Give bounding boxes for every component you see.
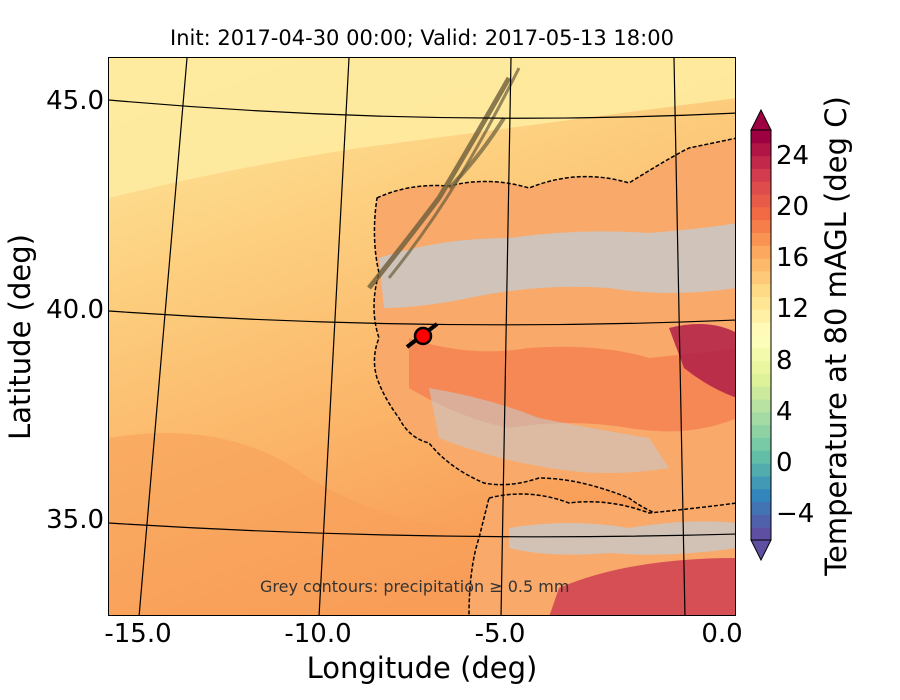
colorbar-segment bbox=[751, 309, 771, 323]
colorbar-segment bbox=[751, 437, 771, 451]
x-tick-label: 0.0 bbox=[701, 619, 743, 649]
x-tick-label: -5.0 bbox=[474, 619, 526, 649]
temperature-map bbox=[108, 57, 736, 616]
colorbar-segment bbox=[751, 322, 771, 336]
hot-spot-east bbox=[669, 324, 735, 398]
colorbar-tick-label: 20 bbox=[776, 191, 810, 222]
colorbar-segment bbox=[751, 130, 771, 144]
x-tick-label: -10.0 bbox=[284, 619, 352, 649]
colorbar bbox=[750, 108, 772, 562]
colorbar-segment bbox=[751, 258, 771, 272]
colorbar-extend-min bbox=[750, 539, 772, 562]
colorbar-label: Temperature at 80 mAGL (deg C) bbox=[819, 96, 853, 576]
precipitation-region-africa bbox=[509, 521, 735, 555]
colorbar-segment bbox=[751, 194, 771, 208]
hot-region-africa bbox=[549, 558, 735, 615]
colorbar-segment bbox=[751, 335, 771, 349]
cool-sea-region bbox=[109, 58, 735, 198]
colorbar-tick-label: −4 bbox=[776, 499, 815, 530]
colorbar-tick-label: 16 bbox=[776, 243, 810, 274]
colorbar-extend-max bbox=[750, 108, 772, 131]
colorbar-segment bbox=[751, 296, 771, 310]
y-tick-label: 40.0 bbox=[46, 295, 104, 325]
map-title: Init: 2017-04-30 00:00; Valid: 2017-05-1… bbox=[170, 26, 674, 50]
streak-3 bbox=[447, 116, 506, 190]
colorbar-segment bbox=[751, 475, 771, 490]
y-tick-label: 45.0 bbox=[46, 86, 104, 116]
colorbar-segment bbox=[751, 373, 771, 387]
colorbar-segment bbox=[751, 488, 771, 503]
streak-1 bbox=[367, 76, 512, 290]
colorbar-segment bbox=[751, 399, 771, 413]
colorbar-segment bbox=[751, 181, 771, 195]
graticule bbox=[109, 58, 735, 615]
map-canvas bbox=[109, 58, 735, 615]
colorbar-frame bbox=[750, 129, 772, 541]
colorbar-segment bbox=[751, 411, 771, 426]
precipitation-region bbox=[379, 223, 735, 308]
colorbar-segment bbox=[751, 360, 771, 374]
colorbar-tick-label: 24 bbox=[776, 140, 810, 171]
colorbar-tick-label: 0 bbox=[776, 448, 793, 479]
colorbar-segment bbox=[751, 514, 771, 528]
x-tick-label: -15.0 bbox=[104, 619, 172, 649]
y-tick-label: 35.0 bbox=[46, 505, 104, 535]
colorbar-tick-label: 8 bbox=[776, 345, 793, 376]
colorbar-segment bbox=[751, 386, 771, 400]
colorbar-tick-label: 12 bbox=[776, 294, 810, 325]
colorbar-segment bbox=[751, 219, 771, 233]
colorbar-segment bbox=[751, 283, 771, 298]
precipitation-region-south bbox=[429, 388, 669, 473]
site-marker bbox=[413, 326, 433, 346]
y-axis-label: Latitude (deg) bbox=[3, 234, 37, 440]
colorbar-segment bbox=[751, 424, 771, 438]
precipitation-note: Grey contours: precipitation ≥ 0.5 mm bbox=[260, 577, 570, 596]
colorbar-segment bbox=[751, 347, 771, 362]
colorbar-segment bbox=[751, 270, 771, 285]
colorbar-segment bbox=[751, 527, 771, 541]
colorbar-segment bbox=[751, 501, 771, 515]
colorbar-segment bbox=[751, 450, 771, 464]
colorbar-segment bbox=[751, 232, 771, 246]
colorbar-segment bbox=[751, 245, 771, 259]
colorbar-tick-label: 4 bbox=[776, 396, 793, 427]
colorbar-segment bbox=[751, 463, 771, 477]
colorbar-segment bbox=[751, 206, 771, 221]
colorbar-segment bbox=[751, 142, 771, 157]
colorbar-segment bbox=[751, 155, 771, 169]
colorbar-segment bbox=[751, 168, 771, 182]
x-axis-label: Longitude (deg) bbox=[306, 651, 538, 685]
